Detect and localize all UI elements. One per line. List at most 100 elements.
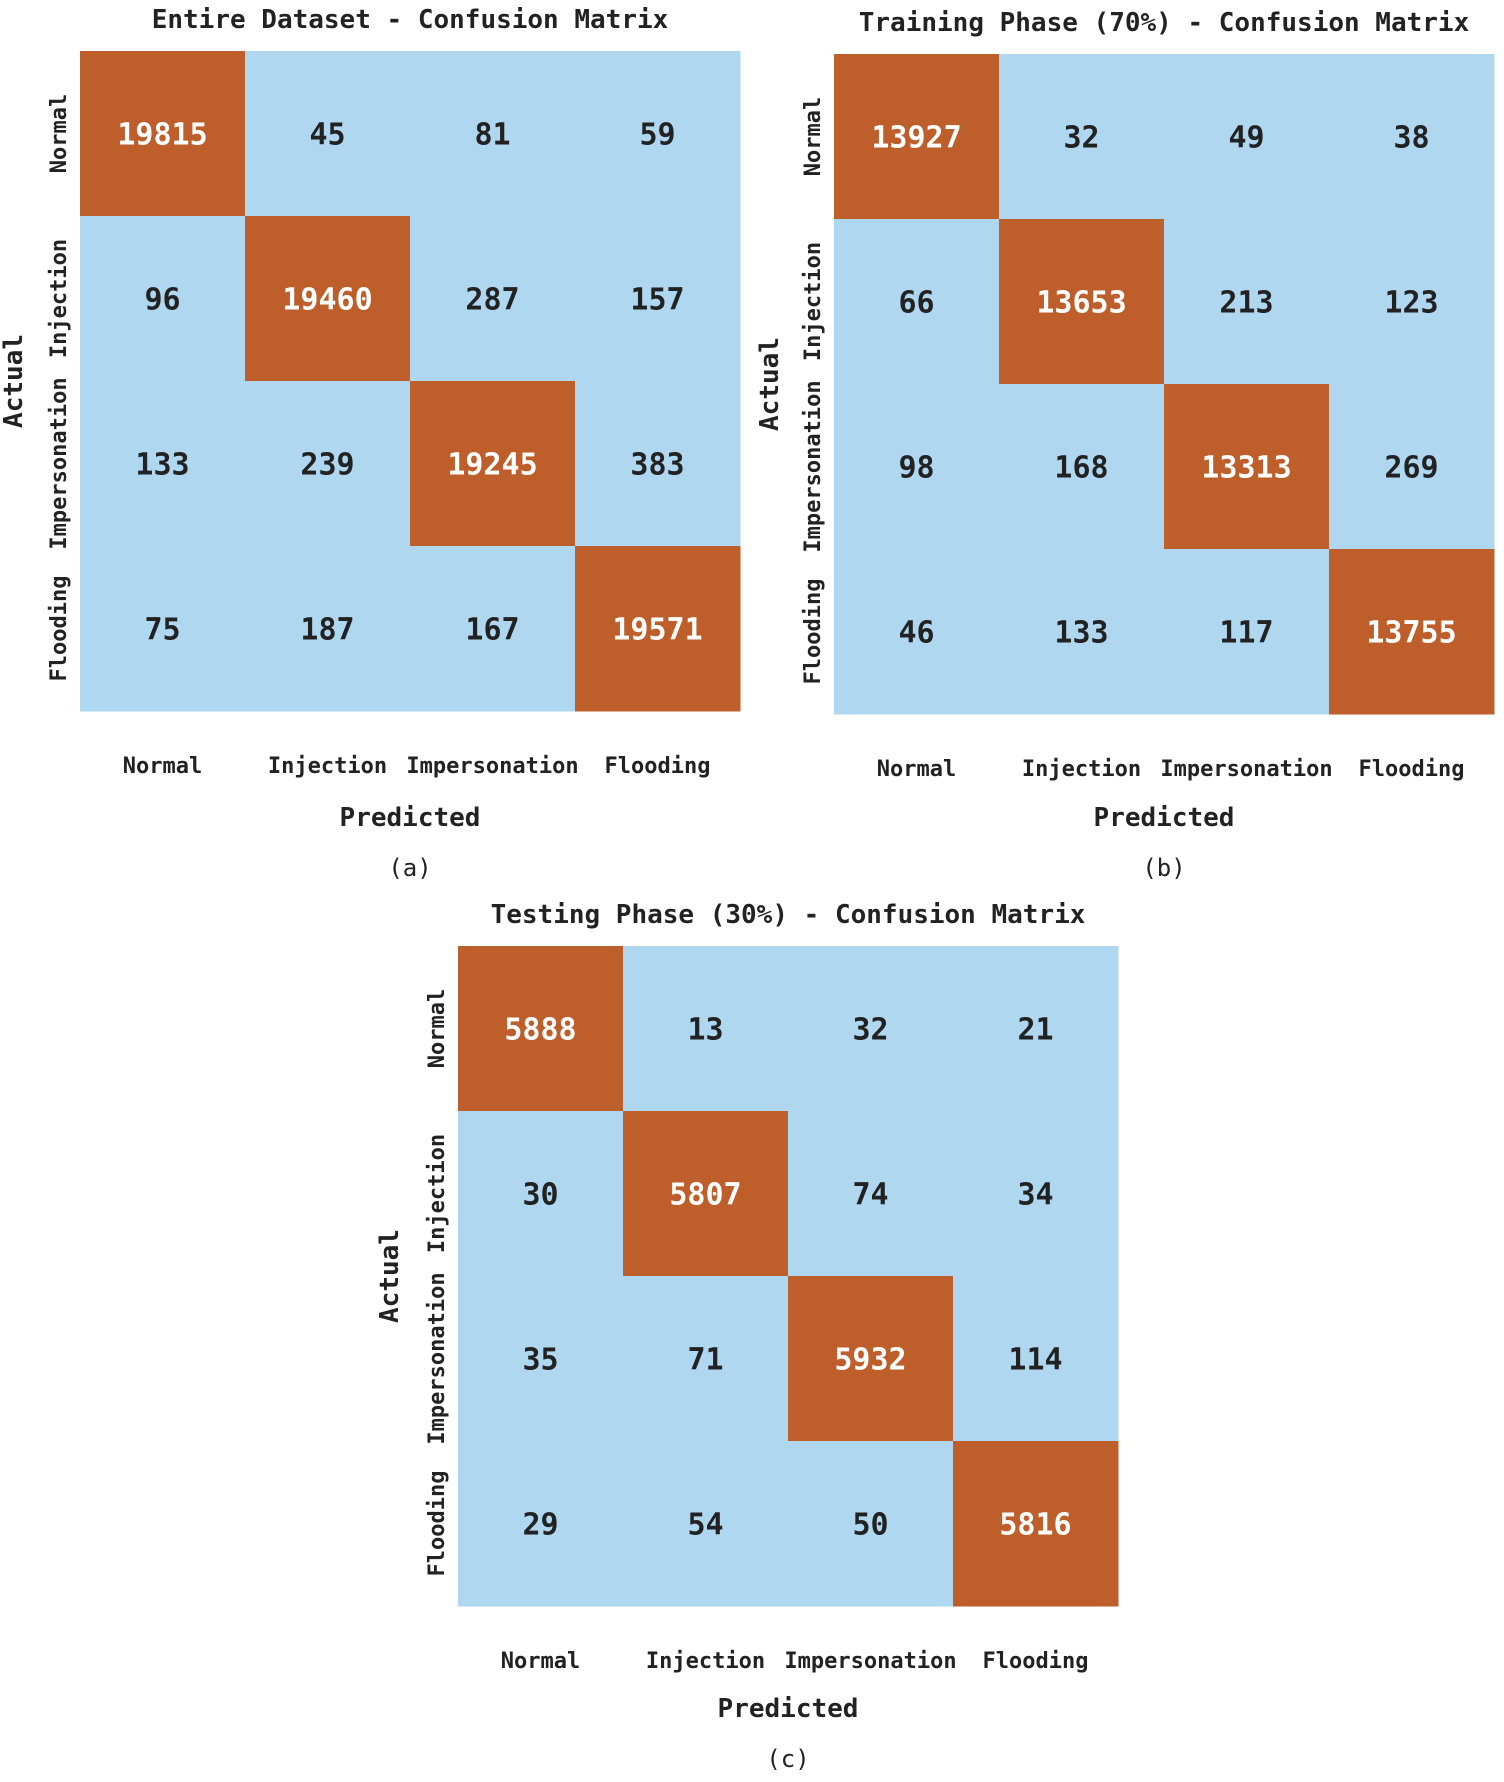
- cell-value: 123: [1384, 286, 1438, 321]
- cell-value: 81: [474, 118, 510, 153]
- matrix-cell: [623, 946, 789, 1112]
- matrix-cell: [999, 219, 1165, 385]
- matrix-cell: [834, 219, 1000, 385]
- chart-title: Training Phase (70%) - Confusion Matrix: [859, 8, 1469, 38]
- matrix-cell: [623, 1441, 789, 1607]
- y-tick-label: Flooding: [801, 579, 826, 685]
- matrix-cell: [575, 546, 741, 712]
- y-tick-label: Injection: [801, 242, 826, 361]
- x-axis-label: Predicted: [340, 803, 481, 833]
- matrix-cell: [999, 54, 1165, 220]
- matrix-cell: [458, 1111, 624, 1277]
- y-tick-label: Normal: [47, 94, 72, 173]
- cell-value: 46: [898, 616, 934, 651]
- x-tick-label: Impersonation: [1160, 757, 1332, 782]
- x-tick-label: Impersonation: [784, 1649, 956, 1674]
- matrix-cell: [999, 549, 1165, 715]
- chart-title: Entire Dataset - Confusion Matrix: [152, 5, 669, 35]
- cell-value: 34: [1017, 1178, 1053, 1213]
- cell-value: 21: [1017, 1013, 1053, 1048]
- matrix-cell: [1164, 219, 1330, 385]
- cell-value: 19571: [612, 613, 702, 648]
- matrix-cell: [245, 381, 411, 547]
- cell-value: 187: [300, 613, 354, 648]
- matrix-cell: [245, 216, 411, 382]
- cell-value: 157: [630, 283, 684, 318]
- cell-value: 32: [852, 1013, 888, 1048]
- matrix-cell: [458, 1276, 624, 1442]
- cell-value: 59: [639, 118, 675, 153]
- cell-value: 54: [687, 1508, 723, 1543]
- x-tick-label: Impersonation: [406, 754, 578, 779]
- matrix-cell: [575, 381, 741, 547]
- cell-value: 13313: [1201, 451, 1291, 486]
- cell-value: 287: [465, 283, 519, 318]
- matrix-cell: [1164, 54, 1330, 220]
- cell-value: 13653: [1036, 286, 1126, 321]
- matrix-cell: [999, 384, 1165, 550]
- matrix-cell: [623, 1111, 789, 1277]
- cell-value: 239: [300, 448, 354, 483]
- matrix-cell: [953, 946, 1119, 1112]
- x-tick-label: Normal: [877, 757, 956, 782]
- matrix-cell: [80, 216, 246, 382]
- matrix-cell: [458, 1441, 624, 1607]
- cell-value: 38: [1393, 121, 1429, 156]
- cell-value: 13927: [871, 121, 961, 156]
- cell-value: 133: [135, 448, 189, 483]
- matrix-cell: [788, 1276, 954, 1442]
- matrix-cell: [458, 946, 624, 1112]
- cell-value: 30: [522, 1178, 558, 1213]
- y-tick-label: Normal: [801, 97, 826, 176]
- matrix-cell: [80, 51, 246, 217]
- matrix-cell: [575, 51, 741, 217]
- matrix-cell: [788, 946, 954, 1112]
- matrix-cell: [953, 1111, 1119, 1277]
- matrix-cell: [410, 546, 576, 712]
- matrix-cell: [410, 51, 576, 217]
- matrix-cell: [410, 381, 576, 547]
- confusion-matrix-3: Testing Phase (30%) - Confusion Matrix 58…: [375, 900, 1119, 1773]
- x-tick-label: Normal: [501, 1649, 580, 1674]
- cell-value: 168: [1054, 451, 1108, 486]
- matrix-cell: [834, 549, 1000, 715]
- x-tick-label: Injection: [268, 754, 387, 779]
- y-tick-label: Injection: [47, 239, 72, 358]
- cell-value: 49: [1228, 121, 1264, 156]
- cell-value: 5807: [669, 1178, 741, 1213]
- cell-value: 13: [687, 1013, 723, 1048]
- cell-value: 98: [898, 451, 934, 486]
- matrix-cell: [80, 381, 246, 547]
- chart-title: Testing Phase (30%) - Confusion Matrix: [491, 900, 1086, 930]
- x-axis-label: Predicted: [1094, 803, 1235, 833]
- matrix-cell: [1164, 549, 1330, 715]
- y-axis-label: Actual: [0, 334, 29, 428]
- cell-value: 32: [1063, 121, 1099, 156]
- cell-value: 19460: [282, 283, 372, 318]
- cell-value: 71: [687, 1343, 723, 1378]
- cell-value: 133: [1054, 616, 1108, 651]
- matrix-cell: [245, 546, 411, 712]
- cell-value: 167: [465, 613, 519, 648]
- x-tick-label: Injection: [1022, 757, 1141, 782]
- matrix-cell: [623, 1276, 789, 1442]
- matrix-cell: [80, 546, 246, 712]
- y-tick-label: Flooding: [47, 576, 72, 682]
- confusion-matrix-2: Training Phase (70%) - Confusion Matrix 1…: [755, 8, 1495, 882]
- cell-value: 19245: [447, 448, 537, 483]
- matrix-cell: [1329, 54, 1495, 220]
- y-axis-label: Actual: [375, 1229, 405, 1323]
- subfigure-caption: (a): [388, 854, 431, 882]
- cell-value: 50: [852, 1508, 888, 1543]
- matrix-cell: [788, 1111, 954, 1277]
- cell-value: 74: [852, 1178, 888, 1213]
- matrix-cell: [410, 216, 576, 382]
- cell-value: 269: [1384, 451, 1438, 486]
- cell-value: 213: [1219, 286, 1273, 321]
- matrix-cell: [788, 1441, 954, 1607]
- y-tick-label: Impersonation: [801, 380, 826, 552]
- cell-value: 29: [522, 1508, 558, 1543]
- matrix-cell: [1329, 384, 1495, 550]
- cell-value: 13755: [1366, 616, 1456, 651]
